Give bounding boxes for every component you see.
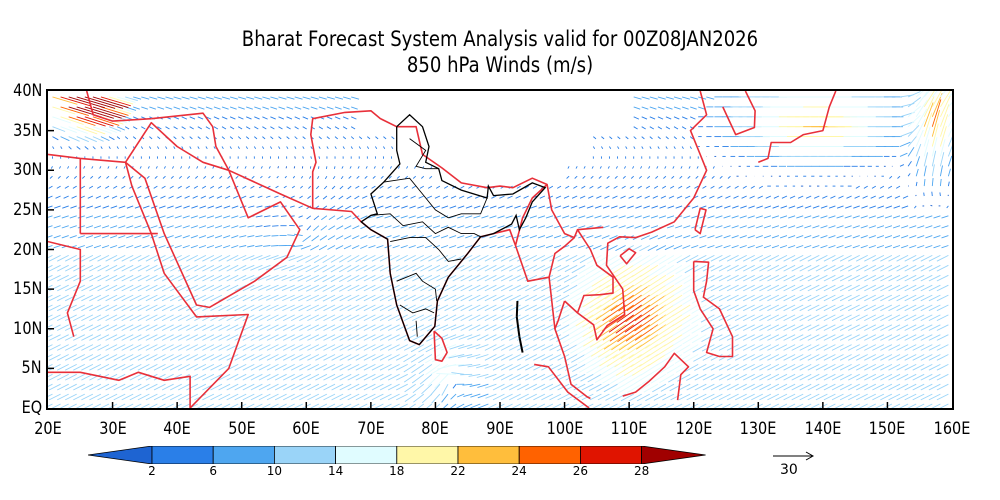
chart-title: Bharat Forecast System Analysis valid fo… <box>241 27 759 51</box>
colorbar <box>88 446 706 464</box>
y-tick-label: 10N <box>12 318 42 339</box>
x-tick-label: 70E <box>357 419 385 439</box>
x-tick-label: 160E <box>933 419 971 439</box>
reference-vector-arrow-icon <box>773 451 815 461</box>
x-tick-label: 140E <box>804 419 842 439</box>
axis-ticks <box>48 129 889 408</box>
country-boundaries <box>48 91 837 408</box>
x-tick-label: 120E <box>675 419 713 439</box>
x-tick-label: 150E <box>869 419 906 439</box>
colorbar-tick-label: 2 <box>148 464 156 478</box>
colorbar-tick-label: 14 <box>327 464 344 478</box>
x-tick-label: 80E <box>421 419 450 439</box>
x-tick-label: 60E <box>292 419 321 439</box>
reference-vector-label: 30 <box>780 462 798 478</box>
colorbar-tick-label: 22 <box>450 464 466 478</box>
colorbar-tick-label: 26 <box>572 464 589 478</box>
wind-vector-field <box>48 91 952 408</box>
x-tick-label: 130E <box>739 419 777 439</box>
colorbar-tick-label: 24 <box>511 464 527 478</box>
x-tick-label: 100E <box>546 419 583 439</box>
india-boundaries <box>360 113 547 353</box>
y-tick-label: 35N <box>12 120 42 141</box>
y-tick-label: 20N <box>12 239 42 260</box>
y-tick-label: 30N <box>12 160 42 181</box>
y-tick-label: 40N <box>12 81 42 101</box>
wind-vectors <box>48 91 952 408</box>
y-tick-label: EQ <box>21 398 42 418</box>
y-tick-label: 15N <box>12 279 42 300</box>
x-tick-label: 90E <box>486 419 514 439</box>
y-tick-label: 25N <box>12 199 42 220</box>
map-plot-area <box>46 89 954 410</box>
x-tick-label: 110E <box>610 419 648 439</box>
chart-subtitle: 850 hPa Winds (m/s) <box>406 53 594 77</box>
x-tick-label: 30E <box>98 419 127 439</box>
colorbar-tick-label: 28 <box>633 464 650 478</box>
colorbar-tick-label: 6 <box>209 464 218 478</box>
x-tick-label: 40E <box>163 419 191 439</box>
x-tick-label: 50E <box>227 419 256 439</box>
colorbar-tick-label: 10 <box>266 464 283 478</box>
y-tick-label: 5N <box>21 358 42 379</box>
x-tick-label: 20E <box>34 419 62 439</box>
colorbar-tick-label: 18 <box>389 464 405 478</box>
